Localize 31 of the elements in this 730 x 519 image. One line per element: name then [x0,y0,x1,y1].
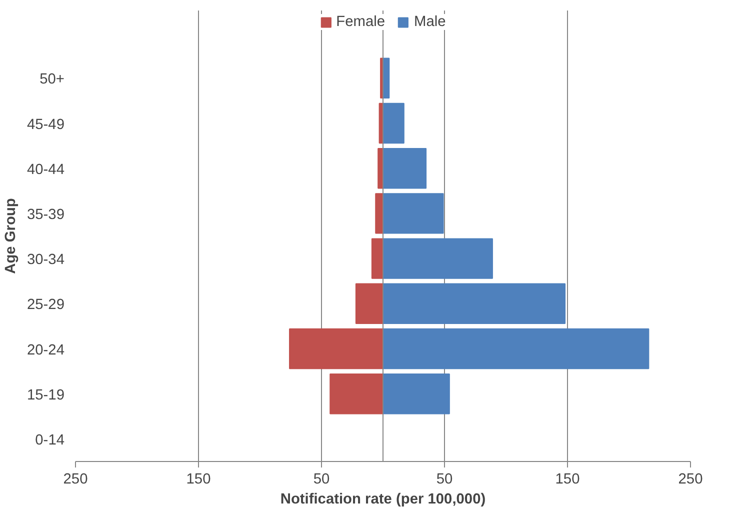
bar [375,193,384,234]
bar [289,328,384,370]
y-tick-label: 30-34 [27,252,65,268]
bar [382,148,427,189]
bar [382,328,650,370]
bar [382,193,444,234]
bar [382,374,450,414]
y-tick-label: 20-24 [27,342,65,358]
y-axis-title: Age Group [3,198,20,274]
y-tick-label: 15-19 [27,387,65,404]
bar [382,283,566,324]
x-tick-label: 50 [436,472,453,488]
y-tick-label: 35-39 [27,206,65,223]
bar [382,238,493,279]
bar [330,374,384,414]
bar [371,238,384,279]
y-tick-label: 0-14 [35,432,65,448]
y-tick-label: 40-44 [27,162,65,178]
x-axis-title: Notification rate (per 100,000) [280,492,486,508]
y-tick-label: 25-29 [27,297,65,314]
x-tick-label: 150 [186,472,211,488]
x-tick-label: 250 [678,472,703,488]
x-tick-label: 150 [555,472,580,488]
x-tick-label: 50 [313,472,330,488]
bar [382,102,404,144]
x-tick-label: 250 [63,472,88,488]
bar [355,283,384,324]
y-tick-label: 50+ [40,72,65,88]
y-tick-label: 45-49 [27,116,65,133]
legend-label: Male [414,14,446,30]
legend-label: Female [336,14,386,30]
